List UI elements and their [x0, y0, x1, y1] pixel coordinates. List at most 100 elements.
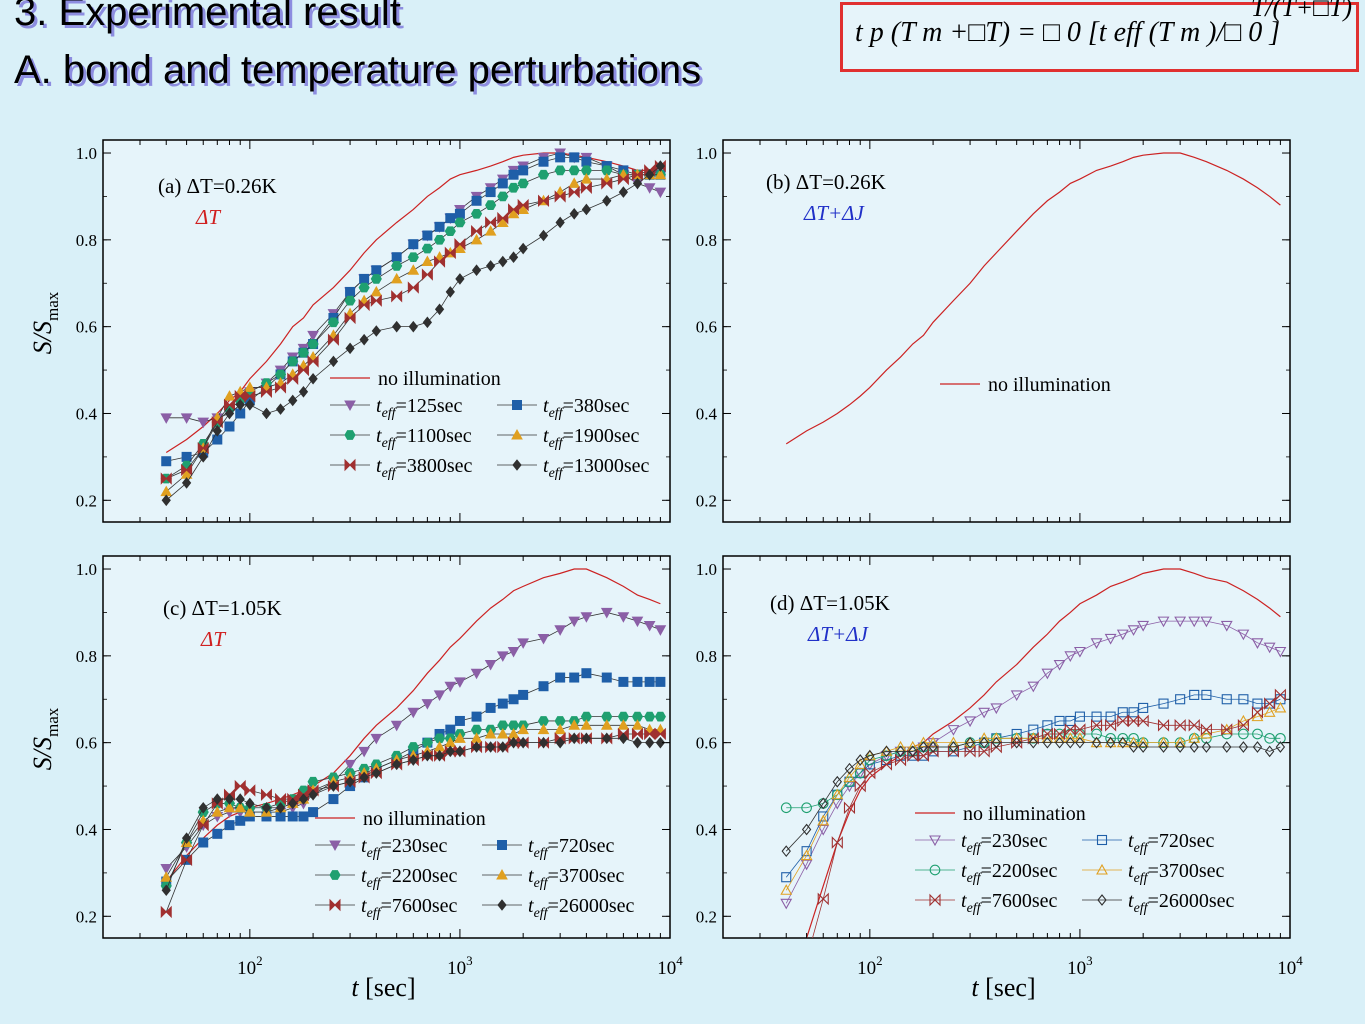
data-point	[601, 165, 613, 176]
data-point	[345, 286, 356, 297]
legend-teff-value: =720sec	[548, 835, 615, 857]
x-tick-exponent: 2	[256, 953, 263, 968]
data-point	[223, 801, 236, 813]
data-point	[391, 252, 402, 263]
legend-teff-var: t	[528, 835, 534, 857]
data-point	[1200, 727, 1213, 739]
data-point	[496, 727, 509, 739]
data-point	[631, 727, 643, 741]
panel-subtitle: ΔT	[195, 205, 221, 229]
data-point	[1054, 715, 1065, 727]
data-point	[1042, 736, 1053, 749]
data-point	[245, 797, 255, 810]
data-point	[631, 168, 643, 181]
data-point	[927, 745, 939, 758]
data-point	[471, 711, 482, 722]
data-point	[261, 801, 272, 814]
data-point	[497, 211, 509, 225]
data-point	[445, 745, 455, 758]
data-point	[947, 725, 960, 736]
y-axis-label-sub: max	[43, 707, 62, 737]
data-point	[645, 168, 655, 181]
data-point	[1220, 620, 1233, 632]
data-point	[843, 801, 856, 815]
data-point	[498, 255, 508, 268]
data-point	[408, 320, 418, 333]
data-point	[1158, 741, 1169, 753]
data-point	[445, 286, 455, 298]
data-point	[161, 884, 171, 897]
data-point	[1137, 620, 1150, 632]
data-point	[1041, 727, 1053, 741]
data-point	[244, 389, 256, 403]
x-tick-exponent: 3	[466, 953, 473, 968]
legend-teff-var: t	[961, 830, 967, 852]
data-point	[160, 871, 173, 882]
data-point	[947, 745, 959, 758]
data-point	[328, 355, 339, 368]
data-point	[1157, 718, 1170, 732]
data-point	[1274, 701, 1287, 713]
data-point	[471, 224, 483, 238]
data-point	[243, 806, 256, 817]
data-point	[618, 732, 629, 745]
data-point	[1137, 714, 1149, 728]
data-point	[224, 421, 235, 432]
legend-teff-var: t	[543, 395, 549, 417]
legend-marker	[329, 898, 341, 912]
data-point	[632, 736, 643, 749]
data-point	[644, 676, 655, 687]
data-point	[308, 807, 319, 818]
data-point	[344, 759, 356, 771]
data-point	[831, 788, 844, 800]
data-point	[518, 689, 529, 700]
data-point	[497, 191, 509, 202]
data-point	[880, 745, 893, 756]
data-point	[197, 417, 210, 429]
data-point	[1042, 720, 1053, 731]
data-point	[517, 203, 530, 214]
data-point	[498, 741, 508, 753]
data-point	[948, 741, 959, 753]
x-tick-base: 10	[1277, 958, 1296, 979]
data-point	[555, 672, 566, 683]
data-point	[1091, 711, 1102, 722]
legend-teff-var: t	[1128, 860, 1134, 882]
data-point	[390, 272, 403, 284]
legend-label: no illumination	[963, 803, 1086, 825]
data-point	[554, 165, 566, 176]
legend-teff-value: =1900sec	[563, 425, 640, 447]
data-point	[1175, 694, 1186, 705]
data-point	[434, 255, 446, 268]
data-point	[655, 736, 666, 749]
data-point	[288, 394, 298, 407]
slide-heading-1: 3. Experimental result	[14, 0, 401, 34]
data-point	[1238, 741, 1249, 753]
data-point	[517, 198, 529, 212]
legend-label: teff=720sec	[528, 835, 615, 861]
data-point	[990, 740, 1002, 754]
legend-teff-value: =7600sec	[381, 895, 458, 917]
data-point	[1011, 736, 1023, 749]
data-point	[434, 303, 445, 316]
legend-teff-var: t	[528, 865, 534, 887]
data-point	[307, 355, 319, 368]
data-point	[600, 719, 613, 730]
data-point	[580, 173, 593, 184]
slide-heading-2: A. bond and temperature perturbations	[14, 48, 702, 92]
data-point	[517, 638, 530, 649]
series-line	[785, 742, 1281, 852]
data-point	[1221, 723, 1233, 736]
data-point	[454, 237, 466, 251]
data-point	[1275, 732, 1286, 744]
legend-teff-var: t	[361, 865, 367, 887]
legend-teff-sub: eff	[549, 436, 565, 451]
data-point	[274, 369, 287, 380]
data-point	[600, 607, 613, 619]
data-point	[1238, 694, 1249, 705]
data-point	[1221, 694, 1232, 705]
data-point	[781, 872, 792, 883]
data-point	[631, 616, 644, 628]
data-point	[371, 767, 381, 779]
data-point	[602, 732, 612, 745]
